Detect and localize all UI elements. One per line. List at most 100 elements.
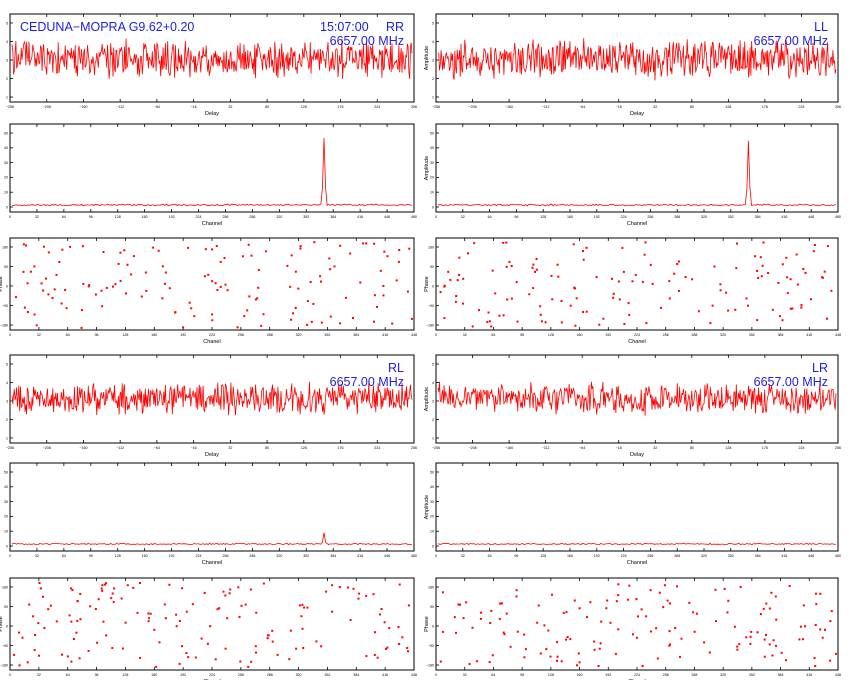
phase-point bbox=[779, 315, 781, 318]
phase-point bbox=[560, 300, 563, 302]
phase-point bbox=[756, 319, 759, 322]
phase-point bbox=[623, 323, 626, 325]
phase-point bbox=[271, 640, 274, 643]
phase-point bbox=[649, 630, 652, 633]
phase-point bbox=[768, 643, 771, 646]
phase-point bbox=[385, 647, 387, 650]
phase-point bbox=[39, 587, 42, 590]
x-tick-label: 192 bbox=[180, 333, 186, 337]
phase-point bbox=[204, 248, 207, 251]
phase-point bbox=[359, 281, 362, 284]
x-tick-label: −112 bbox=[116, 446, 124, 450]
y-axis-label: Amplitude bbox=[424, 156, 430, 180]
x-tick-label: 32 bbox=[461, 554, 465, 558]
phase-point bbox=[459, 603, 462, 606]
phase-point bbox=[264, 250, 267, 253]
x-tick-label: 320 bbox=[720, 673, 726, 677]
phase-point bbox=[228, 592, 231, 595]
y-tick-label: 4 bbox=[6, 40, 8, 44]
x-tick-label: 224 bbox=[798, 105, 804, 109]
phase-point bbox=[499, 602, 501, 605]
phase-point bbox=[140, 295, 143, 298]
phase-point bbox=[586, 616, 588, 619]
phase-point bbox=[575, 297, 578, 300]
phase-point bbox=[697, 310, 700, 313]
phase-point bbox=[339, 244, 342, 247]
x-tick-label: 288 bbox=[674, 554, 680, 558]
phase-point bbox=[358, 592, 361, 595]
x-tick-label: 448 bbox=[384, 554, 390, 558]
phase-point bbox=[560, 321, 563, 324]
phase-point bbox=[756, 269, 758, 272]
phase-point bbox=[123, 249, 126, 252]
x-tick-label: 288 bbox=[267, 673, 273, 677]
phase-point bbox=[33, 649, 36, 651]
y-tick-label: 3 bbox=[6, 58, 8, 62]
x-tick-label: 128 bbox=[725, 105, 731, 109]
phase-point bbox=[105, 582, 108, 585]
phase-point bbox=[669, 602, 671, 605]
phase-point bbox=[676, 585, 678, 588]
phase-point bbox=[66, 655, 69, 658]
phase-point bbox=[765, 633, 767, 636]
phase-point bbox=[203, 275, 206, 278]
phase-point bbox=[333, 265, 336, 268]
phase-point bbox=[306, 606, 309, 609]
phase-point bbox=[26, 282, 29, 285]
panel-RR-phase: 0 32 64 96 128 160 192 224 256 288 320 352 384 416 448… bbox=[0, 237, 417, 345]
x-tick-label: 176 bbox=[762, 105, 768, 109]
x-tick-label: 416 bbox=[357, 554, 363, 558]
phase-point bbox=[597, 665, 600, 667]
panel-RL-phase: 0 32 64 96 128 160 192 224 256 288 320 352 384 416 448… bbox=[0, 577, 417, 680]
phase-point bbox=[524, 648, 527, 651]
phase-point bbox=[621, 246, 624, 249]
phase-point bbox=[804, 625, 807, 628]
y-tick-label: 90 bbox=[430, 265, 434, 269]
x-tick-label: 384 bbox=[755, 215, 761, 219]
phase-point bbox=[781, 263, 784, 266]
x-axis-label: Channel bbox=[202, 560, 223, 566]
phase-point bbox=[768, 607, 771, 610]
phase-point bbox=[211, 248, 214, 251]
x-tick-label: 96 bbox=[95, 673, 99, 677]
phase-point bbox=[102, 620, 105, 623]
phase-point bbox=[139, 656, 142, 659]
phase-point bbox=[286, 264, 289, 267]
y-tick-label: 90 bbox=[4, 265, 8, 269]
phase-point bbox=[598, 323, 601, 326]
phase-point bbox=[531, 266, 534, 269]
phase-point bbox=[789, 307, 792, 310]
x-axis-label: Channel bbox=[202, 221, 223, 227]
phase-point bbox=[383, 250, 386, 253]
phase-point bbox=[331, 584, 334, 587]
phase-point bbox=[224, 283, 227, 286]
phase-point bbox=[226, 617, 229, 620]
phase-point bbox=[379, 613, 381, 616]
phase-point bbox=[125, 292, 127, 295]
phase-point bbox=[320, 321, 323, 324]
x-tick-label: −16 bbox=[616, 446, 622, 450]
y-tick-label: 5 bbox=[432, 362, 434, 366]
phase-point bbox=[89, 605, 92, 608]
phase-point bbox=[532, 263, 535, 266]
phase-point bbox=[523, 633, 526, 636]
phase-point bbox=[175, 625, 178, 628]
phase-point bbox=[211, 319, 214, 322]
phase-point bbox=[144, 271, 147, 274]
phase-point bbox=[480, 611, 483, 614]
plot-frame bbox=[9, 13, 415, 103]
phase-point bbox=[676, 263, 679, 265]
phase-point bbox=[551, 298, 554, 301]
x-tick-label: 256 bbox=[222, 215, 228, 219]
phase-point bbox=[582, 258, 585, 261]
phase-point bbox=[297, 287, 300, 290]
x-tick-label: 96 bbox=[514, 215, 518, 219]
phase-point bbox=[23, 306, 26, 309]
x-tick-label: 384 bbox=[778, 673, 784, 677]
phase-point bbox=[26, 661, 29, 664]
x-tick-label: 64 bbox=[491, 673, 495, 677]
x-tick-label: 192 bbox=[594, 554, 600, 558]
phase-point bbox=[182, 326, 185, 329]
x-tick-label: 128 bbox=[115, 554, 121, 558]
x-tick-label: −256 bbox=[6, 105, 14, 109]
